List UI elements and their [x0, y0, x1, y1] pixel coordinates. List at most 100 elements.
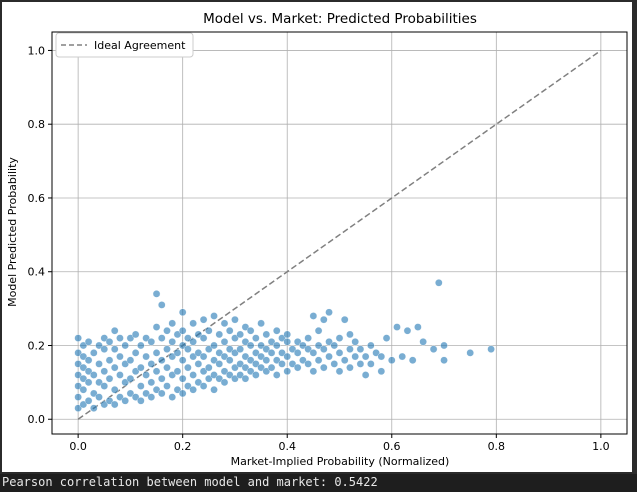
scatter-point: [74, 334, 82, 342]
scatter-point: [74, 349, 82, 357]
scatter-point: [84, 397, 93, 405]
scatter-point: [194, 360, 203, 368]
scatter-point: [440, 356, 448, 365]
scatter-point: [225, 345, 234, 353]
ideal-agreement-dashed-line: [77, 49, 602, 420]
scatter-point: [189, 319, 197, 328]
scatter-point: [272, 341, 281, 350]
scatter-point: [184, 382, 192, 390]
scatter-point: [440, 341, 448, 350]
scatter-point: [131, 367, 140, 376]
scatter-point: [293, 349, 302, 357]
y-axis-label: Model Predicted Probability: [6, 157, 19, 307]
scatter-point: [283, 367, 292, 376]
output-cell-frame: 0.0 0.2 0.4 0.6 0.8 1.0 0.0 0.2 0.4 0.6 0.8 1.0 Mod…: [0, 0, 637, 474]
scatter-point: [168, 319, 177, 328]
scatter-point: [79, 400, 88, 409]
scatter-point: [100, 400, 109, 409]
scatter-point: [346, 363, 354, 372]
scatter-point: [189, 337, 197, 346]
scatter-point: [74, 360, 82, 368]
scatter-point: [346, 330, 354, 339]
figure-canvas: 0.0 0.2 0.4 0.6 0.8 1.0 0.0 0.2 0.4 0.6 0.8 1.0 Mod…: [2, 2, 632, 472]
scatter-point: [79, 352, 88, 361]
scatter-point: [74, 371, 82, 379]
scatter-point: [241, 337, 250, 346]
scatter-point: [246, 356, 255, 365]
scatter-point: [372, 349, 380, 357]
scatter-point: [320, 345, 328, 353]
scatter-point: [246, 326, 255, 335]
scatter-point: [79, 363, 88, 372]
scatter-point: [199, 367, 208, 376]
scatter-point: [178, 341, 187, 350]
scatter-point: [215, 330, 224, 339]
scatter-point: [225, 371, 234, 379]
scatter-point: [157, 334, 166, 342]
scatter-point: [309, 349, 318, 357]
scatter-point: [252, 360, 260, 368]
scatter-point: [168, 371, 177, 379]
x-axis-label: Market-Implied Probability (Normalized): [231, 455, 450, 468]
scatter-point: [131, 393, 140, 401]
scatter-point: [105, 337, 114, 346]
y-tick-label: 0.8: [28, 118, 46, 131]
scatter-point: [84, 367, 93, 376]
scatter-point: [220, 337, 229, 346]
scatter-point: [340, 356, 349, 365]
y-tick-label: 1.0: [28, 44, 46, 57]
scatter-point: [199, 315, 208, 324]
scatter-point: [215, 349, 224, 357]
scatter-point: [408, 356, 417, 365]
scatter-point: [382, 334, 391, 342]
scatter-point: [142, 389, 150, 398]
scatter-point: [262, 330, 271, 339]
scatter-point: [429, 345, 438, 353]
y-tick-label: 0.4: [28, 266, 46, 279]
y-tick-label: 0.0: [28, 413, 46, 426]
scatter-point: [168, 337, 177, 346]
scatter-point: [241, 363, 250, 372]
scatter-point: [168, 393, 177, 401]
scatter-point: [272, 371, 281, 379]
scatter-point: [110, 400, 119, 409]
scatter-point: [147, 360, 156, 368]
scatter-point: [314, 341, 323, 350]
scatter-point: [116, 352, 124, 361]
scatter-point: [152, 323, 161, 331]
scatter-point: [252, 371, 260, 379]
x-tick-label: 0.4: [278, 440, 296, 453]
scatter-point: [335, 334, 344, 342]
scatter-point: [335, 367, 344, 376]
scatter-point: [205, 363, 213, 372]
scatter-point: [194, 330, 203, 339]
scatter-point: [210, 385, 218, 394]
x-tick-label: 1.0: [592, 440, 610, 453]
scatter-point: [173, 385, 182, 394]
scatter-point: [252, 334, 260, 342]
scatter-point: [272, 326, 281, 335]
scatter-point: [293, 363, 302, 372]
scatter-point: [283, 352, 292, 361]
scatter-point: [189, 371, 197, 379]
scatter-point: [79, 341, 88, 350]
scatter-point: [178, 389, 187, 398]
scatter-point: [84, 337, 93, 346]
scatter-point: [304, 345, 312, 353]
scatter-point: [178, 326, 187, 335]
scatter-point: [304, 334, 312, 342]
scatter-point: [330, 341, 339, 350]
ideal-agreement-line: [77, 49, 602, 420]
scatter-point: [173, 349, 182, 357]
scatter-point: [152, 290, 161, 298]
scatter-point: [351, 352, 359, 361]
scatter-point: [137, 363, 145, 372]
scatter-point: [257, 363, 265, 372]
scatter-point: [288, 360, 297, 368]
legend: Ideal Agreement: [55, 32, 194, 58]
scatter-point: [105, 356, 114, 365]
scatter-point: [84, 356, 93, 365]
scatter-point: [152, 385, 161, 394]
scatter-point: [147, 378, 156, 387]
scatter-point: [278, 349, 286, 357]
